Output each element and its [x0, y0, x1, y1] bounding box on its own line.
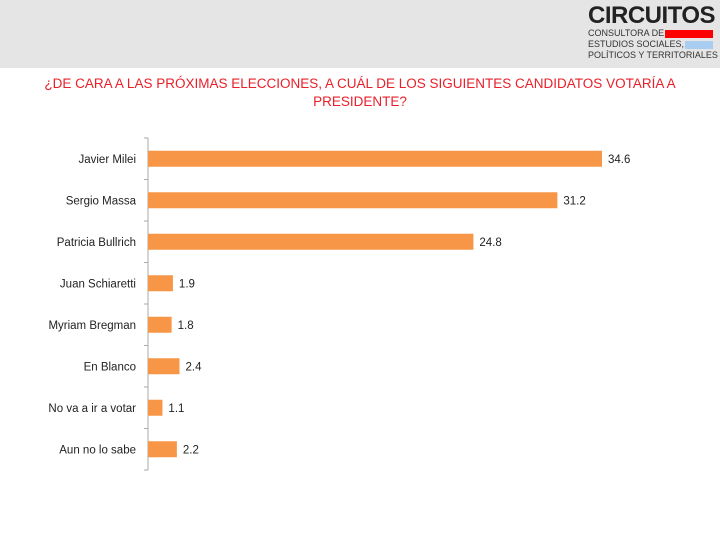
logo-line1: CONSULTORA DE: [588, 28, 665, 38]
category-label: Javier Milei: [78, 154, 136, 166]
bar: [148, 150, 602, 167]
category-label: Patricia Bullrich: [57, 237, 136, 249]
bar: [148, 399, 163, 416]
category-label: En Blanco: [84, 361, 136, 373]
bar: [148, 233, 474, 250]
logo-line2: ESTUDIOS SOCIALES,: [588, 39, 685, 49]
data-label: 2.4: [185, 361, 202, 373]
category-label: Sergio Massa: [66, 195, 137, 207]
data-label: 1.1: [168, 403, 184, 415]
data-label: 1.9: [179, 278, 195, 290]
circuitos-logo: CIRCUITOS CONSULTORA DE ESTUDIOS SOCIALE…: [588, 2, 718, 61]
data-label: 1.8: [178, 320, 194, 332]
data-label: 34.6: [608, 154, 630, 166]
blue-swatch: [685, 40, 713, 49]
category-label: Myriam Bregman: [48, 320, 136, 332]
bar: [148, 441, 177, 458]
bar: [148, 275, 173, 292]
data-label: 2.2: [183, 444, 199, 456]
data-label: 31.2: [563, 195, 585, 207]
bar: [148, 358, 180, 375]
chart-title: ¿DE CARA A LAS PRÓXIMAS ELECCIONES, A CU…: [44, 76, 676, 109]
data-label: 24.8: [479, 237, 501, 249]
category-label: Aun no lo sabe: [59, 444, 136, 456]
header-band: [0, 0, 720, 68]
category-label: No va a ir a votar: [48, 403, 136, 415]
bar: [148, 192, 558, 209]
category-label: Juan Schiaretti: [60, 278, 136, 290]
red-swatch: [665, 29, 713, 38]
logo-name: CIRCUITOS: [588, 2, 716, 29]
bar: [148, 316, 172, 333]
logo-line3: POLÍTICOS Y TERRITORIALES: [588, 50, 718, 60]
